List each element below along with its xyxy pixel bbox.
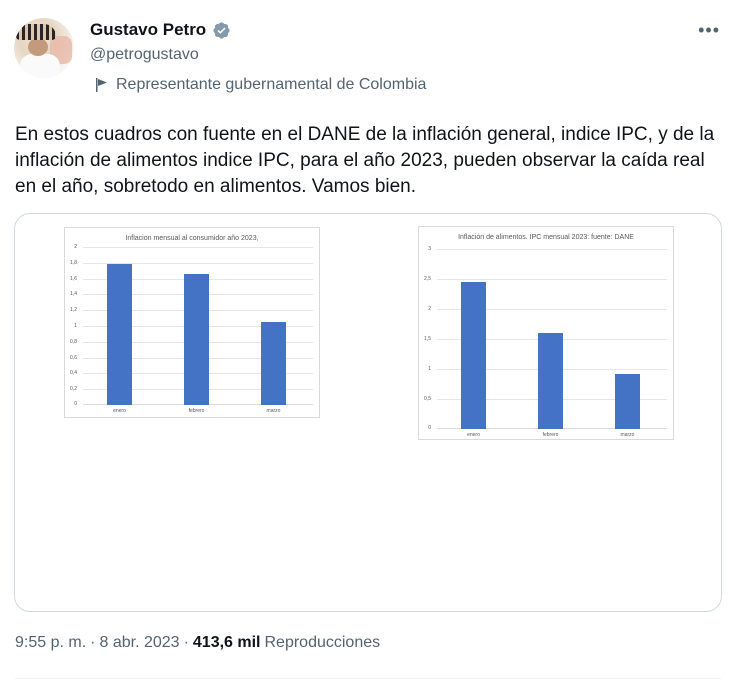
avatar-shirt: [20, 54, 60, 78]
affiliation-text: Representante gubernamental de Colombia: [116, 76, 427, 93]
separator: ·: [183, 634, 189, 651]
affiliation-label: Representante gubernamental de Colombia: [94, 76, 426, 94]
bar-marzo: [261, 322, 286, 405]
tweet-time[interactable]: 9:55 p. m.: [15, 634, 87, 651]
tweet-date[interactable]: 8 abr. 2023: [99, 634, 180, 651]
tweet-media[interactable]: Inflacion mensual al consumidor año 2023…: [14, 213, 722, 612]
views-label: Reproducciones: [264, 634, 381, 651]
chart-plot-area: [437, 249, 667, 429]
tweet-text: En estos cuadros con fuente en el DANE d…: [15, 124, 715, 197]
chart-title: Inflación de alimentos. IPC mensual 2023…: [458, 234, 634, 241]
more-options-icon[interactable]: •••: [698, 20, 720, 40]
bar-marzo: [615, 374, 640, 429]
bar-enero: [461, 282, 486, 429]
avatar-hat: [16, 24, 56, 40]
avatar[interactable]: [14, 18, 74, 78]
flag-icon: [96, 78, 107, 92]
tweet-header: Gustavo Petro @petrogustavo Representant…: [14, 16, 724, 106]
author-name-row: Gustavo Petro: [90, 20, 231, 40]
author-handle[interactable]: @petrogustavo: [90, 46, 199, 63]
chart-food-inflation[interactable]: Inflación de alimentos. IPC mensual 2023…: [418, 226, 674, 440]
chart-consumer-inflation[interactable]: Inflacion mensual al consumidor año 2023…: [64, 227, 320, 418]
divider: [15, 678, 721, 679]
bar-enero: [107, 264, 132, 405]
chart-title: Inflacion mensual al consumidor año 2023…: [125, 235, 259, 242]
tweet-meta: 9:55 p. m. · 8 abr. 2023 · 413,6 mil Rep…: [15, 634, 380, 652]
author-name[interactable]: Gustavo Petro: [90, 20, 207, 39]
bar-febrero: [538, 333, 563, 429]
views-count[interactable]: 413,6 mil: [192, 634, 261, 651]
separator: ·: [90, 634, 96, 651]
avatar-face: [28, 38, 48, 56]
verified-badge-icon[interactable]: [212, 21, 231, 40]
chart-plot-area: [83, 247, 313, 405]
bar-febrero: [184, 273, 209, 405]
